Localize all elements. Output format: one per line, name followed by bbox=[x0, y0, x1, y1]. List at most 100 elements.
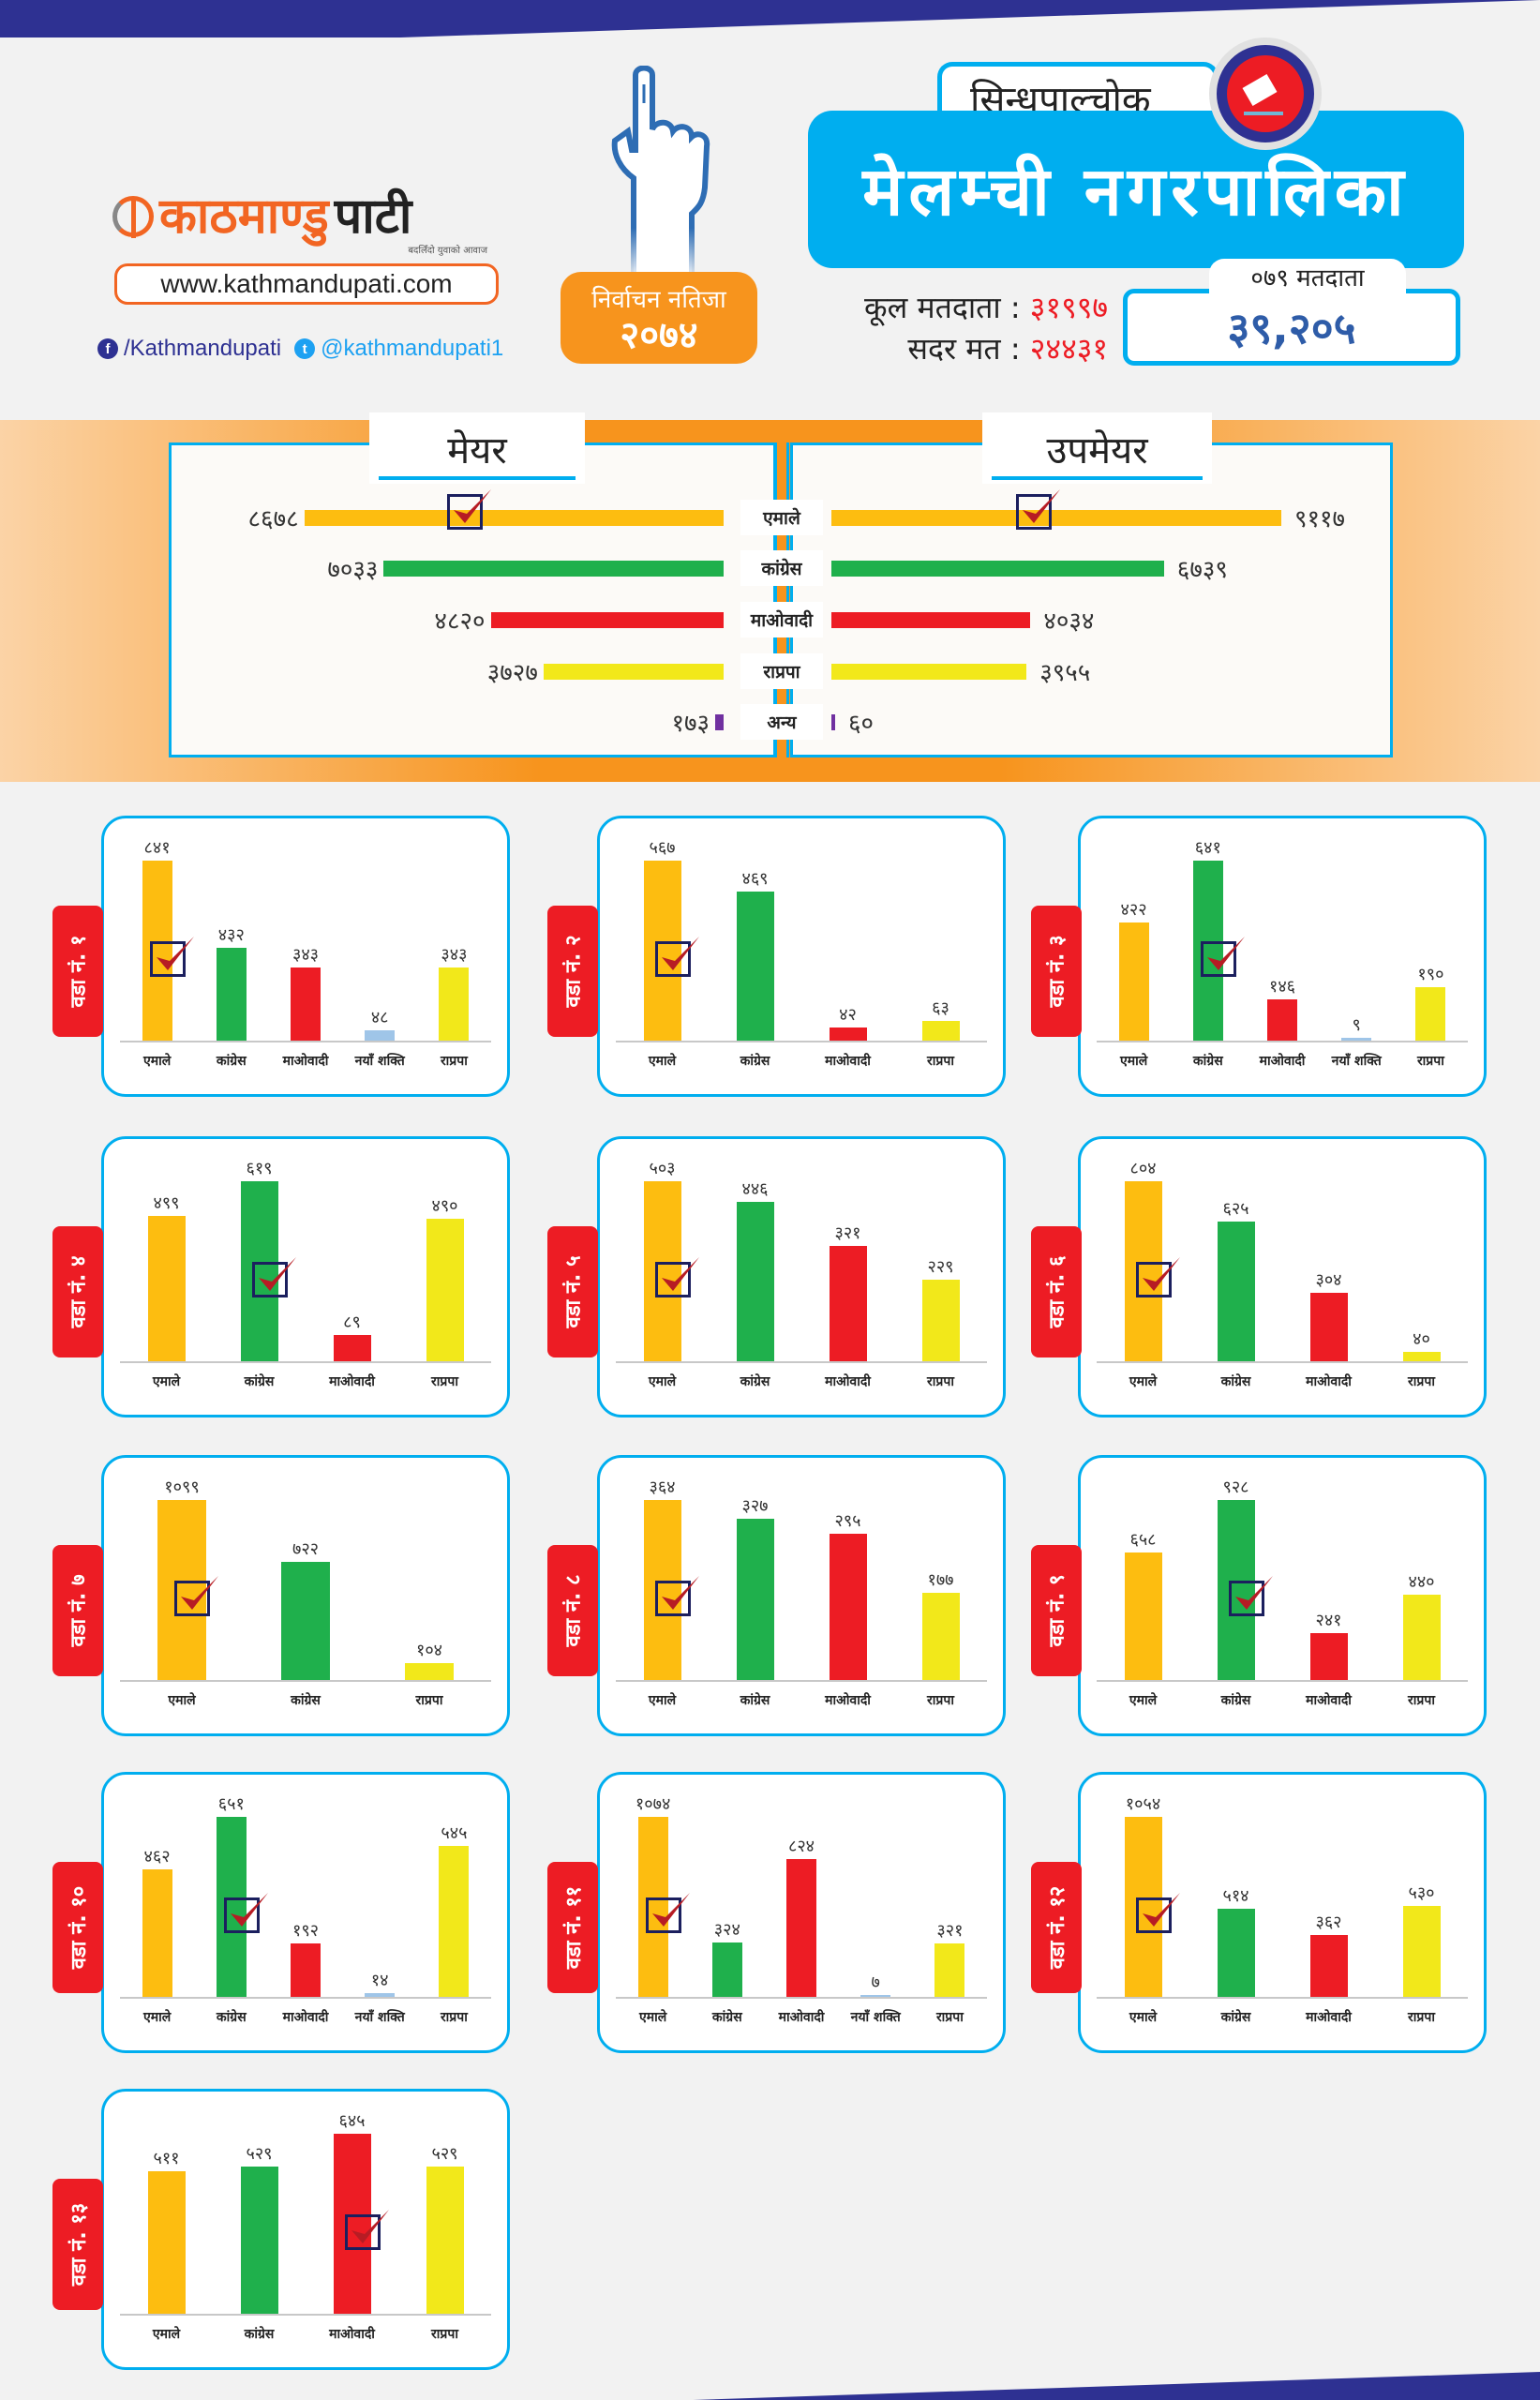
bar-value-label: ६२५ bbox=[1222, 1198, 1249, 1219]
ward-label: वडा नं. ८ bbox=[547, 1545, 598, 1676]
party-label: माओवादी bbox=[740, 602, 823, 638]
deputy-mayor-value: ६० bbox=[848, 710, 875, 738]
bar-value-label: २२९ bbox=[927, 1256, 954, 1277]
bar-value-label: १०५४ bbox=[1125, 1794, 1161, 1814]
mayor-bar bbox=[715, 714, 724, 730]
bar-value-label: ४९० bbox=[431, 1196, 458, 1216]
logo: काठमाण्डु पाटी bbox=[112, 192, 506, 241]
bar-माओवादी bbox=[291, 967, 321, 1041]
bar-value-label: २४१ bbox=[1315, 1611, 1342, 1631]
category-label: राप्रपा bbox=[1416, 1054, 1444, 1069]
bar-value-label: ५२९ bbox=[431, 2143, 458, 2164]
deputy-mayor-bar bbox=[831, 561, 1164, 577]
mayor-bar bbox=[383, 561, 724, 577]
municipality-title: मेलम्ची नगरपालिका bbox=[808, 111, 1464, 268]
category-label: नयाँ शक्ति bbox=[354, 2010, 405, 2025]
bar-एमाले bbox=[147, 2170, 186, 2314]
bar-value-label: ४९९ bbox=[153, 1193, 180, 1214]
bar-value-label: ३४३ bbox=[292, 944, 320, 965]
bar-value-label: ५२९ bbox=[246, 2143, 273, 2164]
category-label: कांग्रेस bbox=[291, 1693, 321, 1708]
category-label: कांग्रेस bbox=[216, 1054, 247, 1069]
badge-line1: निर्वाचन नतिजा bbox=[591, 286, 726, 314]
bar-value-label: १०४ bbox=[415, 1640, 443, 1660]
bar-एमाले bbox=[1124, 1552, 1162, 1680]
winner-check-icon bbox=[251, 1257, 296, 1298]
category-label: एमाले bbox=[1129, 1693, 1158, 1708]
bar-value-label: ८४१ bbox=[143, 838, 171, 858]
mayor-value: ७०३३ bbox=[327, 556, 379, 584]
total-voters-value: ३१९९७ bbox=[1029, 290, 1108, 325]
bar-value-label: ६१९ bbox=[246, 1159, 273, 1178]
bar-माओवादी bbox=[291, 1943, 321, 1997]
bar-एमाले bbox=[147, 1216, 186, 1361]
category-label: राप्रपा bbox=[1408, 1693, 1435, 1708]
deputy-mayor-value: ९११७ bbox=[1294, 505, 1346, 533]
twitter-handle[interactable]: @kathmandupati1 bbox=[321, 336, 504, 361]
bar-राप्रपा bbox=[934, 1942, 965, 1997]
category-label: कांग्रेस bbox=[740, 1054, 770, 1069]
ward-label: वडा नं. ७ bbox=[52, 1545, 103, 1676]
bar-एमाले bbox=[643, 1500, 681, 1680]
category-label: राप्रपा bbox=[935, 2010, 964, 2025]
category-label: माओवादी bbox=[282, 2010, 329, 2025]
category-label: राप्रपा bbox=[1408, 1374, 1435, 1389]
bar-value-label: ९ bbox=[1352, 1015, 1361, 1036]
deputy-mayor-heading: उपमेयर bbox=[982, 412, 1212, 484]
category-label: एमाले bbox=[638, 2010, 667, 2025]
category-label: एमाले bbox=[1129, 1374, 1158, 1389]
ward-number: वडा नं. १२ bbox=[1046, 1885, 1069, 1970]
bar-value-label: ४४० bbox=[1408, 1571, 1435, 1592]
bar-value-label: ३६२ bbox=[1315, 1912, 1342, 1933]
deputy-mayor-panel bbox=[790, 442, 1393, 758]
winner-check-icon bbox=[1228, 1576, 1273, 1617]
ward-label: वडा नं. १ bbox=[52, 906, 103, 1037]
category-label: एमाले bbox=[1129, 2010, 1158, 2025]
bar-राप्रपा bbox=[1415, 987, 1446, 1041]
party-label: अन्य bbox=[740, 704, 823, 740]
bottom-band bbox=[693, 2372, 1540, 2400]
mayor-value: ३७२७ bbox=[486, 659, 538, 687]
ward-label: वडा नं. १२ bbox=[1031, 1862, 1082, 1993]
winner-check-icon bbox=[654, 1576, 699, 1617]
category-label: माओवादी bbox=[282, 1054, 329, 1069]
winner-check-icon bbox=[223, 1893, 268, 1934]
bar-माओवादी bbox=[1309, 1935, 1348, 1997]
ward-number: वडा नं. ७ bbox=[67, 1574, 91, 1647]
category-label: माओवादी bbox=[1306, 1693, 1352, 1708]
bar-माओवादी bbox=[829, 1246, 867, 1361]
bar-value-label: ८०४ bbox=[1129, 1159, 1157, 1178]
bar-value-label: ३२१ bbox=[834, 1223, 861, 1244]
category-label: कांग्रेस bbox=[216, 2010, 247, 2025]
category-label: कांग्रेस bbox=[1220, 2010, 1251, 2025]
ward-number: वडा नं. ११ bbox=[562, 1885, 586, 1970]
bar-एमाले bbox=[643, 1181, 681, 1361]
bar-माओवादी bbox=[333, 2134, 371, 2314]
category-label: एमाले bbox=[648, 1693, 677, 1708]
bar-राप्रपा bbox=[439, 967, 470, 1041]
bar-माओवादी bbox=[786, 1858, 816, 1997]
winner-check-icon bbox=[1135, 1257, 1180, 1298]
website-link[interactable]: www.kathmandupati.com bbox=[114, 263, 499, 305]
ward-number: वडा नं. ४ bbox=[67, 1255, 91, 1328]
bar-value-label: ६५८ bbox=[1129, 1529, 1157, 1550]
bar-value-label: ६५१ bbox=[217, 1794, 245, 1814]
bar-कांग्रेस bbox=[281, 1561, 330, 1680]
bar-कांग्रेस bbox=[216, 1817, 247, 1997]
bar-value-label: ७ bbox=[871, 1972, 880, 1992]
deputy-mayor-bar bbox=[831, 664, 1027, 680]
party-label: राप्रपा bbox=[740, 653, 823, 689]
winner-check-icon bbox=[174, 1576, 218, 1617]
ward-number: वडा नं. ८ bbox=[562, 1574, 586, 1647]
bar-माओवादी bbox=[333, 1335, 371, 1361]
bar-कांग्रेस bbox=[736, 1201, 774, 1361]
chart-baseline bbox=[616, 1997, 987, 1999]
chart-baseline bbox=[120, 1997, 491, 1999]
bar-value-label: १०९९ bbox=[164, 1478, 200, 1497]
ward-number: वडा नं. ६ bbox=[1046, 1255, 1069, 1328]
bar-माओवादी bbox=[1267, 999, 1297, 1041]
facebook-handle[interactable]: /Kathmandupati bbox=[124, 336, 282, 361]
ward-number: वडा नं. १३ bbox=[67, 2202, 91, 2287]
voting-finger-icon bbox=[611, 66, 710, 281]
bar-value-label: १४६ bbox=[1268, 977, 1296, 998]
